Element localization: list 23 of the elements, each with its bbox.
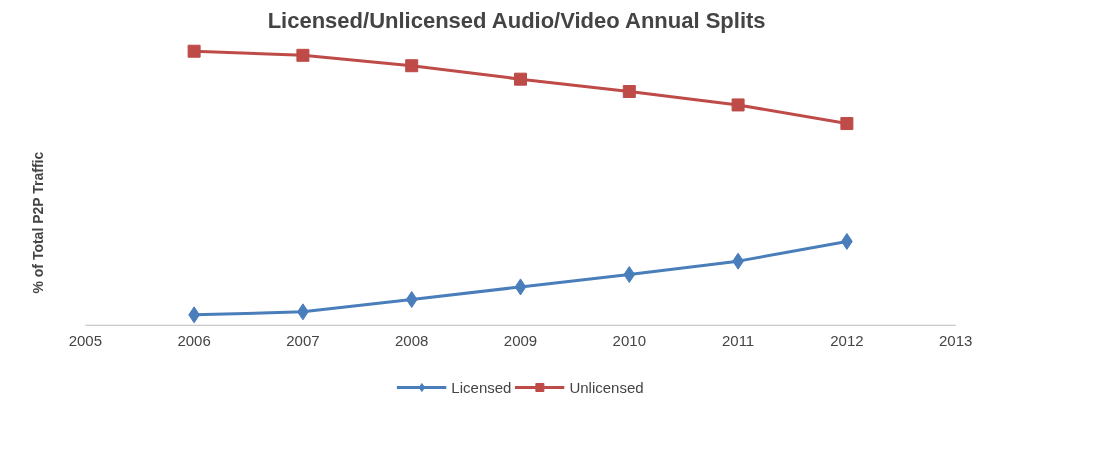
point — [187, 44, 201, 58]
y-axis-title: % of Total P2P Traffic — [29, 151, 46, 294]
x-tick-label: 2005 — [68, 332, 103, 350]
x-tick-label: 2013 — [939, 332, 973, 350]
point — [840, 117, 854, 131]
point — [405, 59, 419, 73]
x-tick-label: 2008 — [395, 332, 429, 350]
point — [514, 278, 527, 296]
legend-label: Licensed — [451, 378, 512, 396]
point — [623, 266, 636, 284]
x-tick-label: 2009 — [503, 332, 538, 350]
x-tick-label: 2007 — [286, 332, 320, 350]
x-tick-label: 2011 — [721, 332, 755, 350]
x-tick-label: 2010 — [612, 332, 646, 350]
point — [731, 98, 745, 112]
point — [622, 84, 636, 98]
x-tick-label: 2006 — [177, 332, 211, 350]
point — [405, 291, 418, 309]
point — [296, 48, 310, 62]
chart-title: Licensed/Unlicensed Audio/Video Annual Splits — [267, 7, 766, 33]
point — [514, 72, 527, 86]
legend-label: Unlicensed — [569, 378, 644, 396]
x-tick-label: 2012 — [830, 332, 864, 350]
